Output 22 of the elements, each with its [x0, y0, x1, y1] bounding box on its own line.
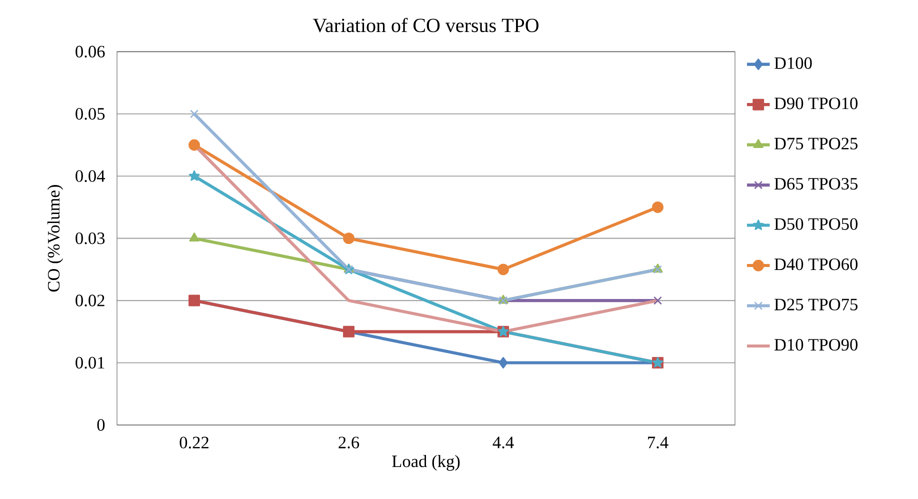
- y-tick-label: 0.05: [76, 108, 105, 120]
- legend-label: D65 TPO35: [774, 178, 858, 190]
- x-tick-label: 7.4: [648, 436, 668, 448]
- legend-label: D100: [774, 57, 812, 69]
- y-tick-label: 0.04: [76, 170, 106, 182]
- legend-label: D25 TPO75: [774, 298, 858, 310]
- x-tick-label: 0.22: [180, 436, 208, 448]
- legend-label: D75 TPO25: [774, 138, 858, 150]
- y-tick-label: 0.03: [76, 232, 105, 244]
- y-tick-label: 0: [97, 419, 105, 431]
- y-tick-label: 0.06: [76, 46, 105, 58]
- legend-label: D40 TPO60: [774, 258, 858, 270]
- x-tick-label: 4.4: [492, 436, 514, 448]
- y-tick-label: 0.02: [76, 294, 104, 306]
- legend-label: D90 TPO10: [774, 98, 858, 110]
- x-axis-title: Load (kg): [392, 454, 460, 471]
- y-axis-title: CO (%Volume): [47, 185, 64, 292]
- y-tick-label: 0.01: [76, 356, 104, 369]
- chart-title: Variation of CO versus TPO: [312, 18, 538, 32]
- legend-label: D10 TPO90: [774, 338, 858, 351]
- x-tick-label: 2.6: [338, 436, 360, 448]
- legend-label: D50 TPO50: [774, 218, 858, 230]
